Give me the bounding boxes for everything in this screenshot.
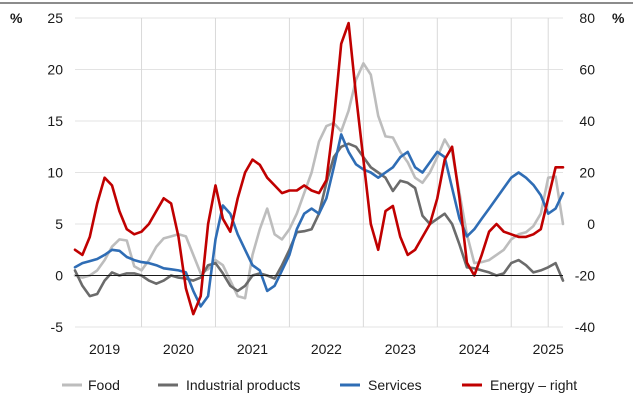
left-tick-label: 25 — [47, 10, 63, 26]
x-year-label: 2022 — [311, 341, 342, 357]
x-year-label: 2020 — [163, 341, 194, 357]
left-tick-label: -5 — [51, 319, 64, 335]
x-year-label: 2019 — [89, 341, 120, 357]
x-year-label: 2024 — [459, 341, 490, 357]
series-line-services — [73, 133, 565, 308]
legend: Food Industrial products Services Energy… — [62, 377, 577, 393]
right-tick-label: -20 — [575, 268, 595, 284]
x-year-label: 2025 — [533, 341, 564, 357]
left-tick-label: 10 — [47, 165, 63, 181]
legend-label-food: Food — [88, 377, 120, 393]
left-axis-ticks: 25 20 15 10 5 0 -5 — [47, 10, 63, 335]
right-axis-ticks: 80 60 40 20 0 -20 -40 — [575, 10, 595, 335]
series-line-food — [73, 62, 565, 300]
legend-label-energy: Energy – right — [490, 377, 577, 393]
right-tick-label: 60 — [579, 62, 595, 78]
left-unit-label: % — [10, 10, 23, 26]
series-lines — [73, 21, 565, 316]
right-unit-label: % — [612, 10, 625, 26]
left-tick-label: 0 — [55, 268, 63, 284]
left-tick-label: 20 — [47, 62, 63, 78]
right-tick-label: 20 — [579, 165, 595, 181]
x-axis-year-labels: 2019 2020 2021 2022 2023 2024 2025 — [89, 341, 564, 357]
left-tick-label: 5 — [55, 216, 63, 232]
right-tick-label: 40 — [579, 113, 595, 129]
series-line-industrial — [73, 142, 565, 298]
legend-label-industrial: Industrial products — [186, 377, 300, 393]
right-tick-label: 80 — [579, 10, 595, 26]
x-year-label: 2023 — [385, 341, 416, 357]
right-tick-label: -40 — [575, 319, 595, 335]
legend-label-services: Services — [368, 377, 422, 393]
right-tick-label: 0 — [587, 216, 595, 232]
series-line-energy — [73, 21, 565, 316]
x-year-label: 2021 — [237, 341, 268, 357]
left-tick-label: 15 — [47, 113, 63, 129]
